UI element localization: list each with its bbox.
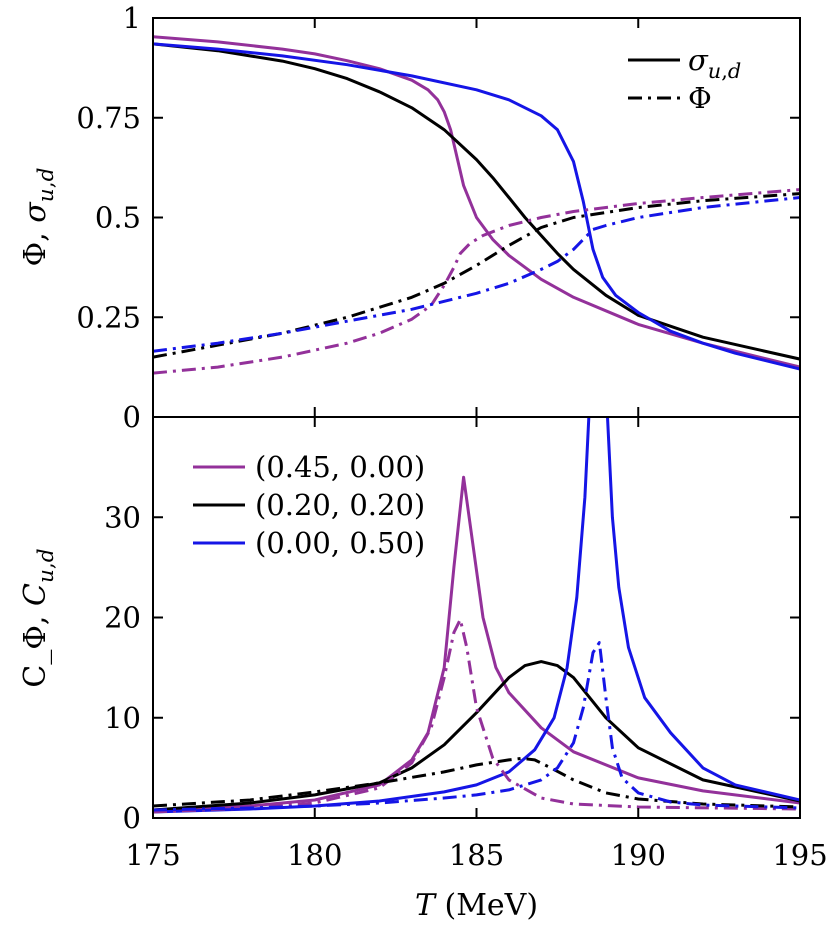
y-tick-label-top: 0 xyxy=(123,400,141,434)
top-panel-series xyxy=(153,35,800,375)
x-axis-title: T (MeV) xyxy=(415,888,538,923)
x-tick-label: 175 xyxy=(125,838,180,872)
legend-label-top: σu,d xyxy=(688,43,741,83)
series-line-cphi_purple xyxy=(153,618,800,814)
legends: σu,dΦ (0.45, 0.00) (0.20, 0.20) (0.00, 0.50… xyxy=(193,43,741,560)
legend-label-bottom: (0.45, 0.00) xyxy=(255,450,425,484)
y-tick-label-top: 1 xyxy=(123,1,141,35)
series-line-sigma_black xyxy=(153,42,800,361)
y-tick-label-top: 0.5 xyxy=(95,201,141,235)
x-tick-label: 185 xyxy=(449,838,504,872)
y-axis-title-top: Φ, σu,d xyxy=(18,168,59,267)
legend-label-top: Φ xyxy=(688,81,712,115)
series-line-csigma_blue xyxy=(153,417,800,814)
series-line-phi_blue xyxy=(153,196,800,353)
series-line-phi_purple xyxy=(153,188,800,375)
y-tick-label-top: 0.25 xyxy=(76,300,141,334)
series-line-csigma_purple xyxy=(153,475,800,812)
x-tick-label: 190 xyxy=(611,838,666,872)
legend-label-bottom: (0.00, 0.50) xyxy=(255,526,425,560)
series-line-csigma_black xyxy=(153,660,800,812)
x-tick-label: 180 xyxy=(287,838,342,872)
series-line-sigma_purple xyxy=(153,35,800,369)
bottom-panel-series xyxy=(153,417,800,814)
series-line-cphi_blue xyxy=(153,641,800,812)
y-tick-label-bottom: 20 xyxy=(104,601,141,635)
y-tick-label-top: 0.75 xyxy=(76,101,141,135)
y-tick-label-bottom: 30 xyxy=(104,500,141,534)
x-tick-label: 195 xyxy=(772,838,827,872)
series-line-sigma_blue xyxy=(153,42,800,371)
series-line-cphi_black xyxy=(153,756,800,809)
y-tick-label-bottom: 0 xyxy=(123,801,141,835)
legend-label-bottom: (0.20, 0.20) xyxy=(255,488,425,522)
y-axis-title-bottom: C_Φ, Cu,d xyxy=(18,548,59,687)
y-tick-label-bottom: 10 xyxy=(104,701,141,735)
